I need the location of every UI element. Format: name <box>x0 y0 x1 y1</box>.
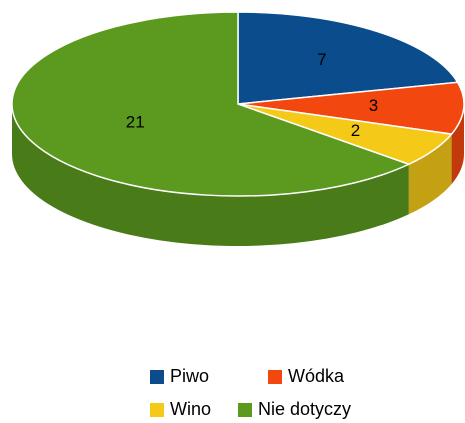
legend-swatch <box>150 403 164 417</box>
pie-slice <box>11 11 411 197</box>
legend-swatch <box>150 370 164 384</box>
pie-side <box>11 104 409 246</box>
pie-slice <box>237 11 459 105</box>
data-label: 7 <box>317 50 326 69</box>
pie-side <box>451 104 464 185</box>
legend-swatch <box>238 403 252 417</box>
pie-slice <box>237 81 465 135</box>
legend-label: Piwo <box>170 366 209 386</box>
data-label: 21 <box>126 113 145 132</box>
data-label: 2 <box>351 121 360 140</box>
legend-label: Nie dotyczy <box>258 399 351 419</box>
legend-label: Wódka <box>288 366 345 386</box>
legend-swatch <box>268 370 282 384</box>
data-label: 3 <box>369 96 378 115</box>
legend-label: Wino <box>170 399 211 419</box>
pie-side <box>408 134 452 215</box>
